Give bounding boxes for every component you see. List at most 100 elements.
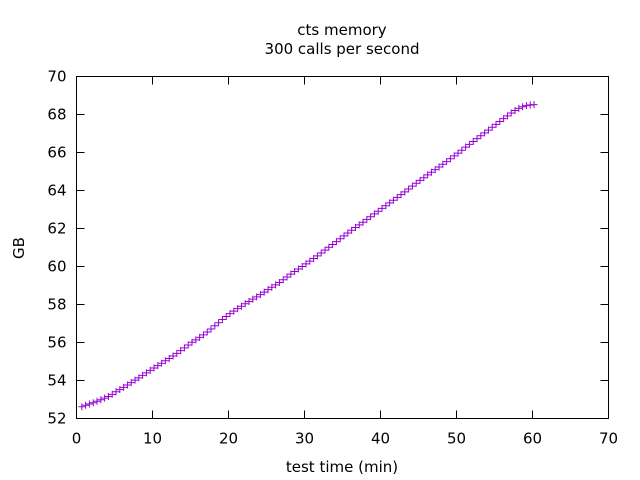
data-point (462, 143, 470, 151)
data-point (481, 129, 489, 137)
data-point (530, 101, 538, 109)
data-point (108, 390, 116, 398)
chart-title: cts memory (297, 21, 387, 39)
data-point (389, 196, 397, 204)
data-point (397, 191, 405, 199)
chart-subtitle: 300 calls per second (265, 40, 420, 58)
data-point (230, 307, 238, 315)
data-point (344, 229, 352, 237)
data-point (264, 286, 272, 294)
x-tick-label: 0 (72, 430, 82, 448)
data-point (450, 152, 458, 160)
data-point (180, 344, 188, 352)
data-point (268, 283, 276, 291)
data-point (511, 107, 519, 115)
x-tick-label: 50 (447, 430, 466, 448)
data-point (443, 158, 451, 166)
data-point (116, 386, 124, 394)
data-point (427, 168, 435, 176)
x-tick-label: 40 (371, 430, 390, 448)
data-point (146, 366, 154, 374)
data-point (192, 336, 200, 344)
data-point (336, 235, 344, 243)
data-point (199, 331, 207, 339)
data-point (287, 270, 295, 278)
data-point (283, 273, 291, 281)
data-point (374, 207, 382, 215)
data-point (165, 354, 173, 362)
data-point (272, 281, 280, 289)
data-point (196, 333, 204, 341)
y-tick-label: 62 (47, 220, 66, 238)
data-point (139, 371, 147, 379)
data-point (150, 364, 158, 372)
data-point (211, 322, 219, 330)
data-point (93, 397, 101, 405)
data-point (131, 376, 139, 384)
data-point (370, 210, 378, 218)
data-point (420, 174, 428, 182)
data-point (401, 188, 409, 196)
y-tick-label: 54 (47, 372, 66, 390)
data-point (123, 381, 131, 389)
data-point (253, 293, 261, 301)
data-point (234, 305, 242, 313)
data-point (515, 104, 523, 112)
y-axis: 52 54 56 58 60 62 64 66 68 70 (47, 68, 609, 428)
data-point (367, 213, 375, 221)
data-point (431, 166, 439, 174)
data-point (203, 328, 211, 336)
y-tick-label: 52 (47, 410, 66, 428)
data-point (158, 359, 166, 367)
data-point (78, 403, 86, 411)
data-point (484, 126, 492, 134)
data-point (408, 182, 416, 190)
y-tick-label: 68 (47, 106, 66, 124)
x-axis-label: test time (min) (286, 458, 398, 476)
data-point (112, 388, 120, 396)
data-point (177, 347, 185, 355)
data-point (279, 276, 287, 284)
data-point (351, 224, 359, 232)
data-point (519, 103, 527, 111)
data-point (89, 399, 97, 407)
data-point (169, 352, 177, 360)
data-point (154, 362, 162, 370)
data-point (237, 302, 245, 310)
data-point (378, 204, 386, 212)
data-point (473, 135, 481, 143)
y-tick-label: 58 (47, 296, 66, 314)
data-point (188, 338, 196, 346)
data-point (332, 238, 340, 246)
data-point (97, 396, 105, 404)
y-tick-label: 66 (47, 144, 66, 162)
data-point (85, 400, 93, 408)
x-tick-label: 20 (219, 430, 238, 448)
data-point (101, 394, 109, 402)
data-point (275, 278, 283, 286)
data-point (435, 163, 443, 171)
data-point (359, 218, 367, 226)
data-point (317, 249, 325, 257)
data-point (405, 185, 413, 193)
data-point (416, 176, 424, 184)
data-point (503, 112, 511, 120)
data-point (120, 383, 128, 391)
data-point (222, 312, 230, 320)
data-point (454, 149, 462, 157)
y-tick-label: 70 (47, 68, 66, 86)
data-point (249, 295, 257, 303)
data-point (465, 140, 473, 148)
data-point (135, 374, 143, 382)
data-point (310, 255, 318, 263)
data-point (161, 357, 169, 365)
data-point (184, 341, 192, 349)
plot-area-border (76, 76, 609, 419)
data-point (142, 369, 150, 377)
data-point (306, 257, 314, 265)
data-point (393, 193, 401, 201)
data-point (226, 310, 234, 318)
data-point (104, 392, 112, 400)
data-point (412, 179, 420, 187)
